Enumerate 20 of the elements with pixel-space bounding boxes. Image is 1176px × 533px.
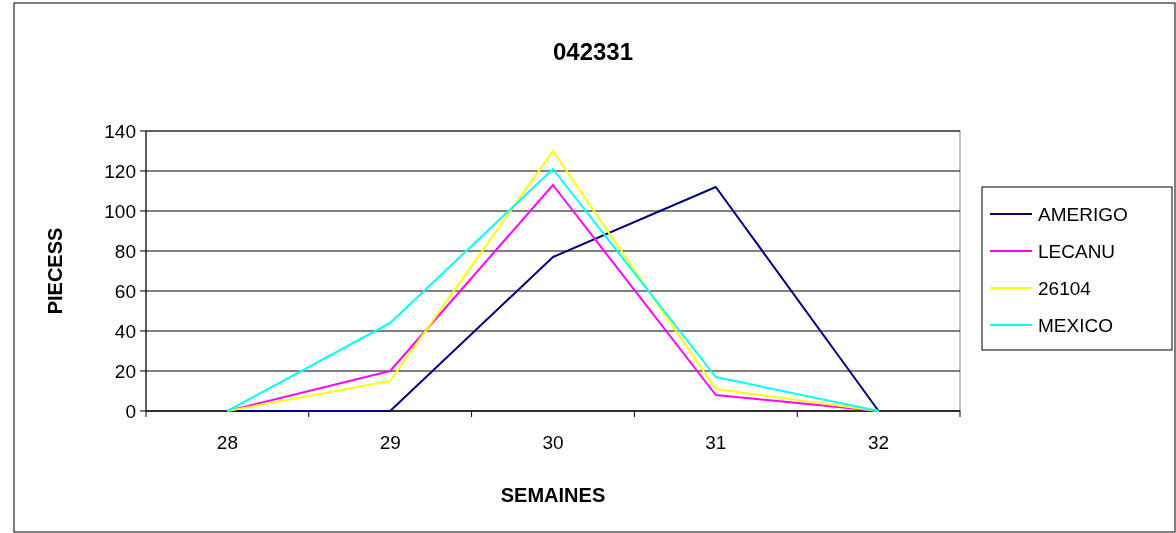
y-tick-label: 120 [104,160,136,182]
y-axis-title: PIECESS [44,227,66,315]
x-tick-label: 28 [216,432,238,453]
legend-label: AMERIGO [1038,203,1128,225]
y-tick-label: 0 [125,400,136,422]
y-tick-label: 60 [114,280,136,302]
x-tick-label: 31 [705,432,727,453]
x-axis-title: SEMAINES [500,484,606,506]
y-tick-label: 20 [114,360,136,382]
legend-label: MEXICO [1038,314,1113,336]
y-tick-label: 40 [114,320,136,342]
chart-title: 042331 [552,38,634,65]
y-tick-label: 80 [114,240,136,262]
y-tick-label: 140 [104,120,136,142]
x-tick-label: 29 [379,432,401,453]
legend-label: LECANU [1038,240,1116,262]
y-tick-label: 100 [104,200,136,222]
x-tick-label: 32 [868,432,890,453]
x-tick-label: 30 [542,432,564,453]
legend-label: 26104 [1038,277,1092,299]
